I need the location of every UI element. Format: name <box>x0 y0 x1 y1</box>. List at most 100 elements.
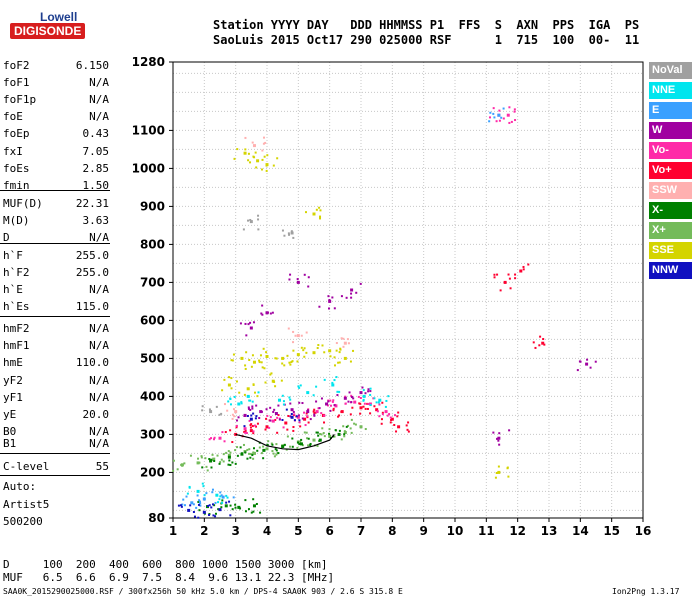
echo-speckle <box>340 410 343 413</box>
echo-speckle <box>242 228 245 231</box>
x-tick-label: 15 <box>603 524 620 538</box>
param-value: 6.150 <box>75 59 109 72</box>
echo-point-nnw <box>290 415 294 419</box>
echo-speckle <box>367 388 370 391</box>
echo-speckle <box>251 354 254 357</box>
echo-speckle <box>335 349 338 352</box>
echo-speckle <box>362 398 365 401</box>
echo-speckle <box>269 312 272 315</box>
param-value: 110.0 <box>75 356 109 369</box>
echo-speckle <box>377 401 380 404</box>
echo-speckle <box>231 413 234 416</box>
echo-speckle <box>393 423 396 426</box>
echo-speckle <box>506 467 509 470</box>
echo-speckle <box>389 421 392 424</box>
logo-product: DIGISONDE <box>10 23 86 39</box>
echo-speckle <box>345 296 348 299</box>
param-fmin: fmin 1.50 <box>3 179 109 193</box>
echo-speckle <box>350 394 353 397</box>
echo-speckle <box>376 410 379 413</box>
echo-speckle <box>255 425 258 428</box>
y-tick-label: 400 <box>140 389 165 403</box>
echo-speckle <box>338 351 341 354</box>
echo-speckle <box>251 405 254 408</box>
echo-speckle <box>291 445 294 448</box>
param-name: M(D) <box>3 214 30 227</box>
echo-speckle <box>263 367 266 370</box>
echo-point-nnw <box>249 417 253 421</box>
echo-speckle <box>286 435 289 438</box>
echo-speckle <box>235 424 238 427</box>
echo-speckle <box>249 321 252 324</box>
echo-speckle <box>342 345 345 348</box>
echo-speckle <box>198 499 201 502</box>
echo-point-nne <box>362 394 366 398</box>
echo-speckle <box>266 444 269 447</box>
echo-speckle <box>336 390 339 393</box>
param-value: 55 <box>95 460 109 473</box>
echo-speckle <box>214 512 217 515</box>
legend-item-x: X+ <box>649 222 692 239</box>
echo-speckle <box>233 157 236 160</box>
echo-speckle <box>307 421 310 424</box>
echo-speckle <box>340 337 343 340</box>
echo-speckle <box>219 461 222 464</box>
echo-speckle <box>299 425 302 428</box>
echo-speckle <box>224 431 227 434</box>
echo-speckle <box>344 402 347 405</box>
echo-speckle <box>350 431 353 434</box>
echo-speckle <box>231 441 234 444</box>
echo-speckle <box>220 412 223 415</box>
echo-speckle <box>492 107 495 110</box>
echo-speckle <box>304 424 307 427</box>
echo-speckle <box>253 424 256 427</box>
echo-speckle <box>200 456 203 459</box>
echo-speckle <box>496 273 499 276</box>
echo-speckle <box>255 415 258 418</box>
echo-speckle <box>350 418 353 421</box>
echo-speckle <box>340 438 343 441</box>
echo-speckle <box>235 426 238 429</box>
echo-speckle <box>272 164 275 167</box>
echo-point-w <box>249 326 253 330</box>
echo-speckle <box>259 511 262 514</box>
legend-item-w: W <box>649 122 692 139</box>
param-name: foF2 <box>3 59 30 72</box>
echo-speckle <box>292 341 295 344</box>
echo-point-x <box>281 445 285 449</box>
x-tick-label: 10 <box>447 524 464 538</box>
echo-speckle <box>199 502 202 505</box>
echo-speckle <box>235 380 238 383</box>
echo-point-sse <box>312 351 316 355</box>
echo-speckle <box>232 496 235 499</box>
echo-speckle <box>328 432 331 435</box>
echo-speckle <box>352 349 355 352</box>
echo-speckle <box>303 355 306 358</box>
echo-speckle <box>396 415 399 418</box>
echo-point-sse <box>246 387 250 391</box>
y-tick-label: 900 <box>140 199 165 213</box>
param-name: yF2 <box>3 374 23 387</box>
echo-speckle <box>331 381 334 384</box>
echo-speckle <box>288 278 291 281</box>
echo-speckle <box>274 448 277 451</box>
echo-speckle <box>351 396 354 399</box>
echo-speckle <box>348 391 351 394</box>
echo-speckle <box>185 495 188 498</box>
echo-speckle <box>281 394 284 397</box>
footer-file-info: SAA0K_2015290025000.RSF / 300fx256h 50 k… <box>3 587 403 596</box>
echo-speckle <box>240 452 243 455</box>
param-yf2: yF2 N/A <box>3 374 109 388</box>
echo-speckle <box>239 446 242 449</box>
echo-speckle <box>405 424 408 427</box>
echo-speckle <box>181 503 184 506</box>
echo-speckle <box>312 394 315 397</box>
echo-speckle <box>395 430 398 433</box>
echo-speckle <box>342 337 345 340</box>
echo-speckle <box>248 448 251 451</box>
echo-speckle <box>258 361 261 364</box>
echo-speckle <box>375 401 378 404</box>
echo-speckle <box>229 429 232 432</box>
echo-speckle <box>208 504 211 507</box>
echo-speckle <box>329 355 332 358</box>
